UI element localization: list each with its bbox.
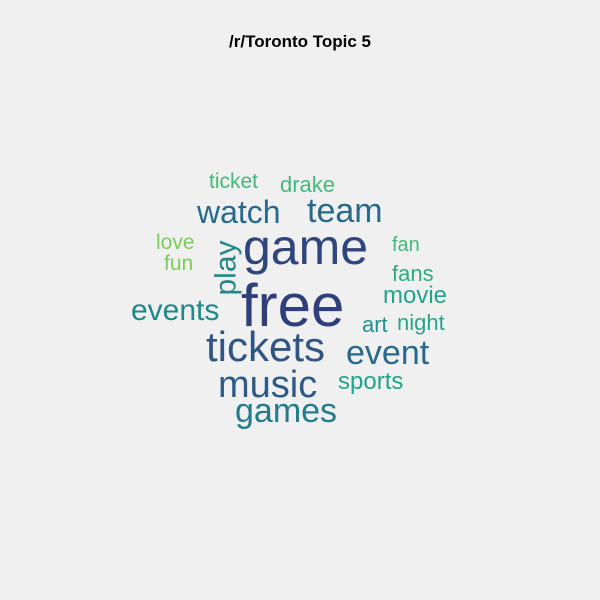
- word-tickets: tickets: [206, 323, 326, 370]
- word-sports: sports: [338, 368, 404, 395]
- word-event: event: [346, 334, 430, 372]
- word-night: night: [397, 310, 445, 335]
- word-art: art: [362, 312, 388, 337]
- word-events: events: [131, 294, 220, 327]
- word-fun: fun: [164, 252, 194, 275]
- word-free: free: [241, 272, 345, 339]
- word-games: games: [235, 392, 338, 430]
- word-ticket: ticket: [209, 170, 259, 193]
- page-title: /r/Toronto Topic 5: [229, 32, 371, 51]
- word-team: team: [307, 192, 383, 230]
- word-love: love: [156, 231, 195, 254]
- word-music: music: [218, 364, 318, 406]
- word-movie: movie: [383, 282, 448, 309]
- word-game: game: [243, 219, 369, 275]
- word-fan: fan: [392, 234, 420, 256]
- word-watch: watch: [197, 194, 281, 230]
- word-drake: drake: [280, 172, 336, 197]
- word-play: play: [209, 240, 243, 296]
- word-fans: fans: [392, 261, 434, 286]
